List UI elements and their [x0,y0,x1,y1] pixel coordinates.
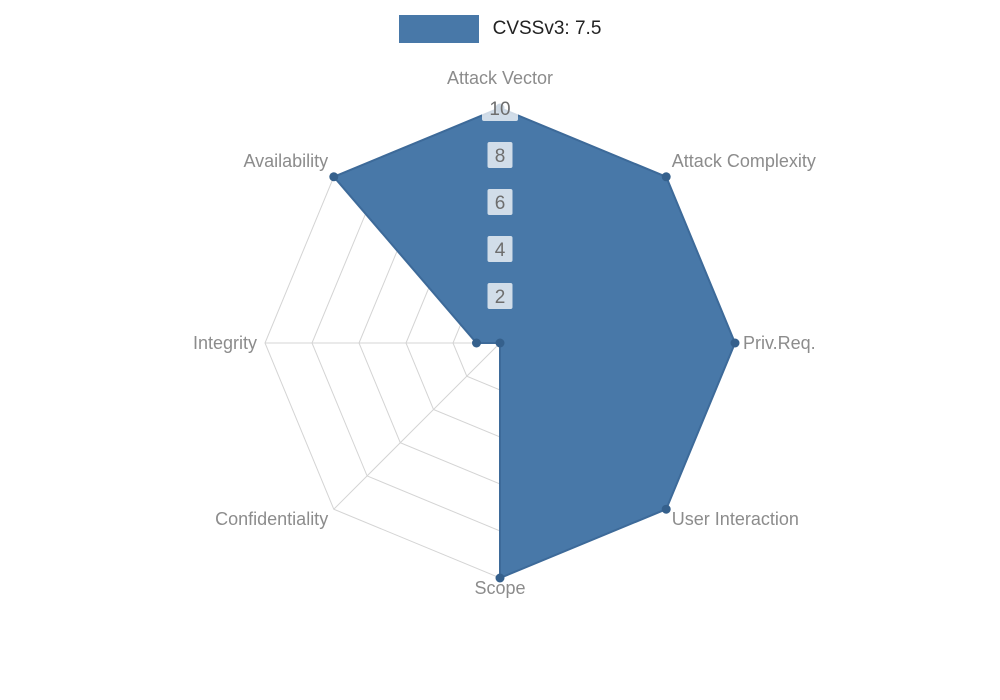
legend-label: CVSSv3: 7.5 [492,18,602,39]
radar-point-marker [472,338,481,348]
radar-tick-label: 4 [495,240,506,261]
radar-category-label: Attack Vector [447,68,553,88]
radar-tick-label: 6 [495,193,506,214]
radar-tick-backdrop [487,189,513,215]
radar-tick-backdrop [487,283,513,309]
radar-point-marker [730,338,740,348]
radar-tick-label: 8 [495,146,506,167]
radar-category-label: Integrity [193,333,257,353]
radar-tick-backdrop [487,142,513,168]
radar-axis-spoke [333,342,501,510]
radar-point-marker [495,573,505,583]
radar-point-marker [661,172,671,182]
legend-item[interactable]: CVSSv3: 7.5 [0,15,1000,43]
radar-category-label: Availability [243,151,328,171]
radar-category-label: Scope [474,578,525,598]
legend-swatch [398,15,479,43]
radar-category-label: Attack Complexity [672,151,816,171]
radar-category-label: Priv.Req. [743,333,816,353]
radar-tick-label: 2 [495,287,506,308]
radar-point-marker [661,504,671,514]
radar-tick-label: 10 [489,99,510,120]
radar-category-label: User Interaction [672,509,799,529]
radar-tick-backdrop [482,95,518,121]
radar-tick-backdrop [487,236,513,262]
radar-category-label: Confidentiality [215,509,328,529]
radar-point-marker [329,172,339,182]
radar-point-marker [495,338,505,348]
